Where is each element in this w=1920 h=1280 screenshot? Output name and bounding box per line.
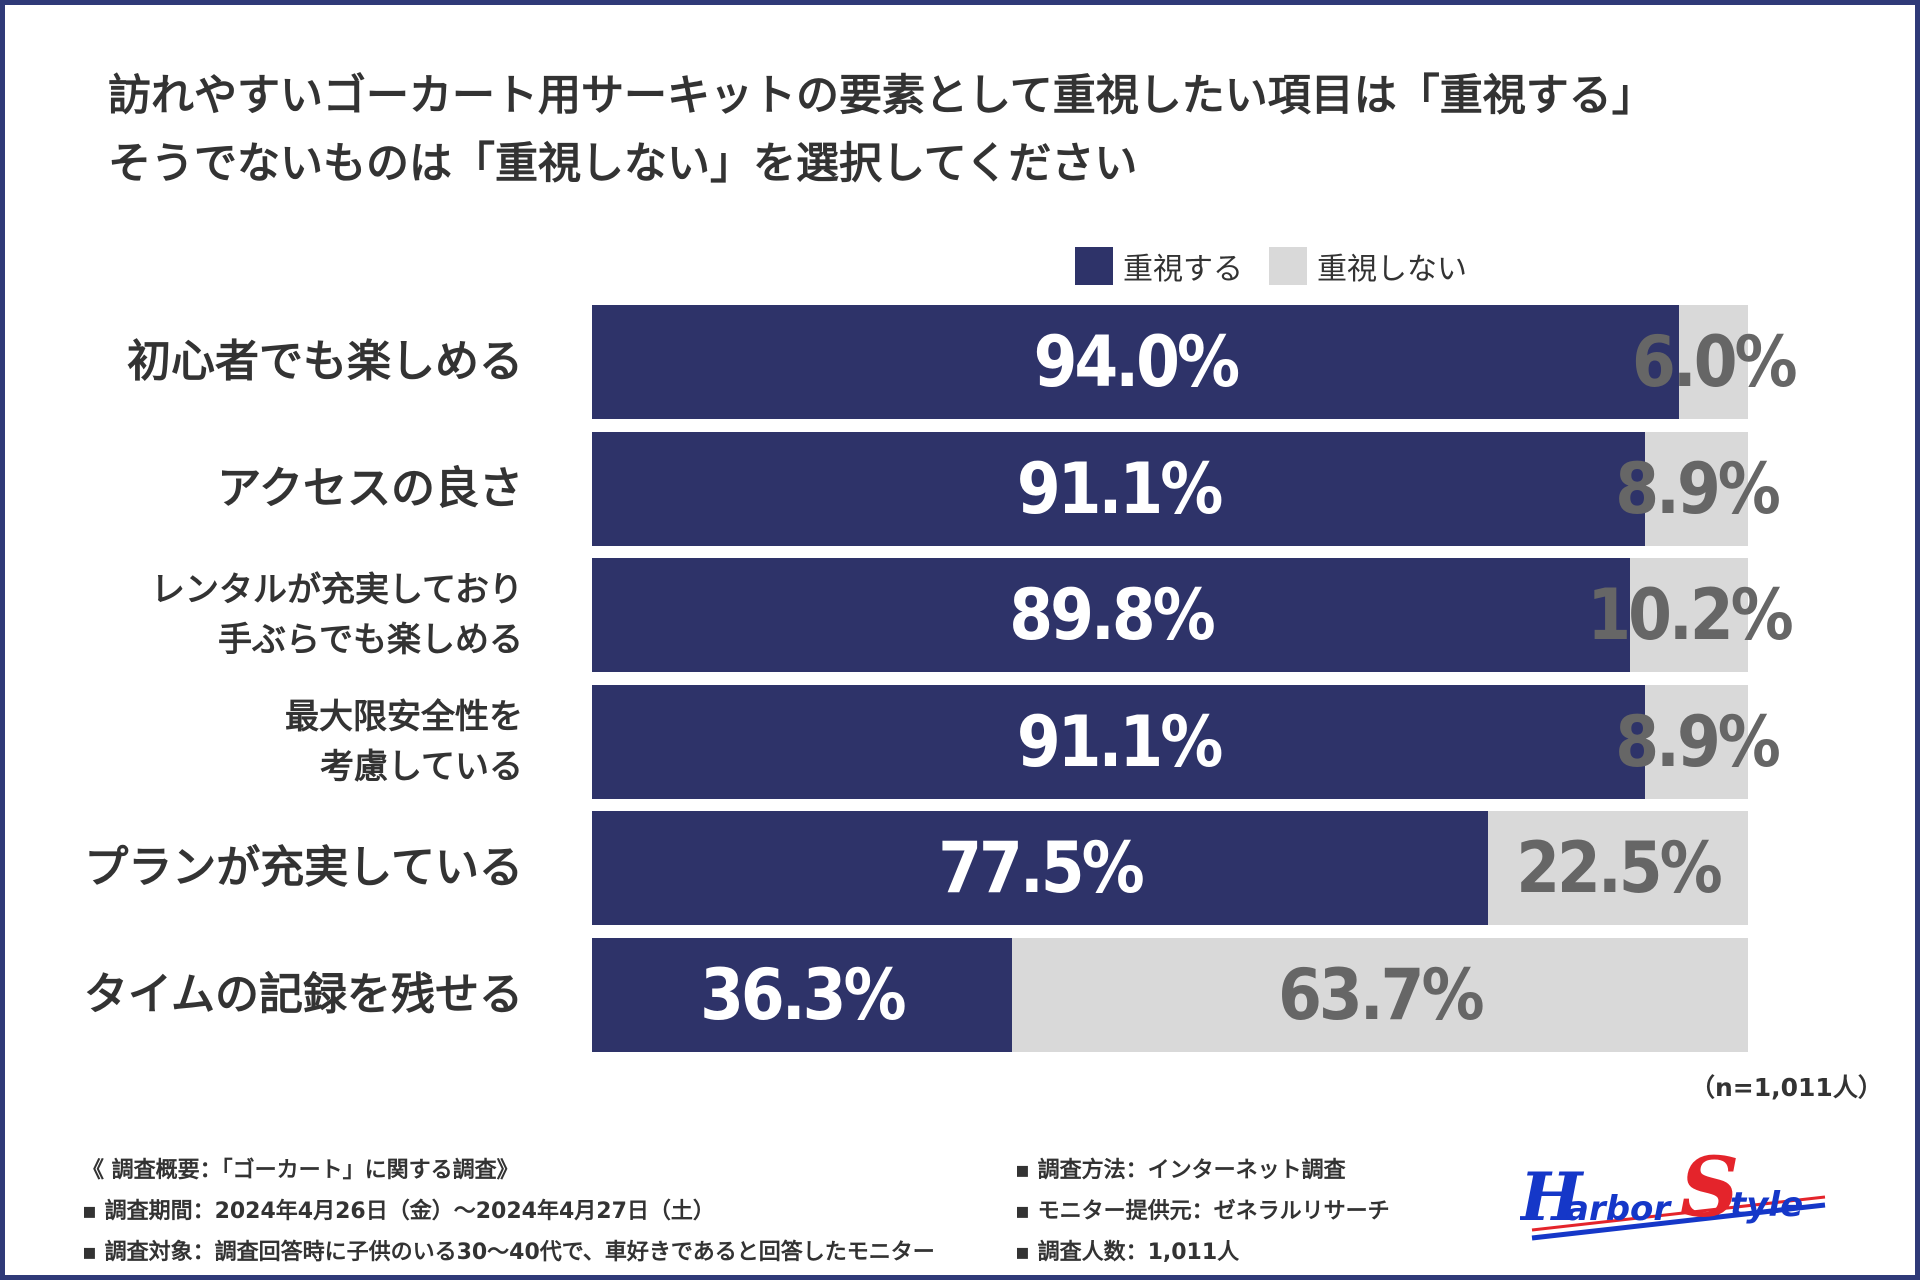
legend-swatch-no [1269, 247, 1307, 285]
bar-no [1678, 305, 1748, 419]
value-label-no: 10.2% [1587, 574, 1793, 656]
value-label-yes: 77.5% [938, 827, 1144, 909]
logo-wordmark: H arbor S tyle [1520, 1150, 1826, 1241]
value-label-no: 8.9% [1615, 447, 1781, 530]
sample-size-note: （n=1,011人） [1690, 1073, 1883, 1102]
bar-yes [592, 937, 1012, 1052]
category-label-line: アクセスの良さ [217, 462, 523, 514]
value-label-yes: 91.1% [1016, 447, 1223, 530]
survey-summary-line: ▪ 調査対象：調査回答時に子供のいる30〜40代で、車好きであると回答したモニタ… [82, 1240, 935, 1265]
bar-yes [592, 305, 1679, 419]
harbor-style-logo: H arbor S tyle [1520, 1150, 1826, 1241]
category-label: アクセスの良さ [217, 463, 523, 515]
category-label: タイムの記録を残せる [84, 969, 523, 1021]
category-label: レンタルが充実しており手ぶらでも楽しめる [151, 565, 523, 665]
category-label-line: プランが充実している [84, 842, 523, 893]
value-label-yes: 89.8% [1009, 574, 1215, 656]
chart-title-line-1: 訪れやすいゴーカート用サーキットの要素として重視したい項目は「重視する」 [108, 71, 1655, 121]
legend-item-yes: 重視する [1075, 244, 1243, 288]
bar-yes [592, 811, 1488, 925]
survey-summary-line: ▪ モニター提供元：ゼネラルリサーチ [1015, 1199, 1390, 1224]
category-label-line: タイムの記録を残せる [83, 968, 523, 1020]
category-label-line: 初心者でも楽しめる [127, 336, 523, 387]
survey-summary-line: ▪ 調査期間：2024年4月26日（金）〜2024年4月27日（土） [82, 1199, 715, 1224]
survey-summary-left: 《 調査概要：「ゴーカート」に関する調査》 ▪ 調査期間：2024年4月26日（金… [82, 1150, 935, 1273]
bar-yes [592, 684, 1646, 799]
bar-no [1645, 684, 1748, 799]
value-label-yes: 94.0% [1033, 321, 1240, 403]
category-label: 初心者でも楽しめる [127, 336, 523, 388]
value-label-no: 22.5% [1516, 827, 1722, 909]
value-label-yes: 36.3% [700, 953, 906, 1036]
survey-summary-right: ▪ 調査方法：インターネット調査 ▪ モニター提供元：ゼネラルリサーチ ▪ 調査人数… [1015, 1150, 1390, 1273]
value-label-no: 6.0% [1631, 321, 1798, 403]
value-label-yes: 91.1% [1016, 700, 1223, 783]
category-label-line: 考慮している [320, 746, 523, 787]
chart-title: 訪れやすいゴーカート用サーキットの要素として重視したい項目は「重視する」 そうで… [108, 62, 1848, 198]
legend: 重視する 重視しない [1075, 244, 1493, 288]
legend-label-no: 重視しない [1317, 252, 1467, 287]
svg-text:arbor: arbor [1566, 1189, 1672, 1229]
bar-no [1487, 811, 1748, 925]
survey-summary-line: ▪ 調査方法：インターネット調査 [1015, 1158, 1346, 1183]
legend-label-yes: 重視する [1123, 252, 1243, 287]
category-label-line: レンタルが充実しており [151, 570, 523, 610]
svg-text:H: H [1520, 1158, 1585, 1236]
bar-yes [592, 558, 1631, 672]
bar-no [1645, 431, 1748, 546]
category-label-line: 最大限安全性を [285, 696, 523, 737]
value-label-no: 63.7% [1278, 953, 1484, 1036]
bar-yes [592, 431, 1646, 546]
svg-text:tyle: tyle [1730, 1185, 1803, 1225]
legend-item-no: 重視しない [1269, 244, 1467, 288]
bar-no [1630, 558, 1748, 672]
category-label: プランが充実している [84, 842, 523, 894]
legend-swatch-yes [1075, 247, 1113, 285]
chart-title-line-2: そうでないものは「重視しない」を選択してください [108, 139, 1138, 189]
category-label: 最大限安全性を考慮している [285, 692, 523, 792]
bar-no [1011, 937, 1748, 1052]
svg-text:S: S [1680, 1150, 1739, 1236]
survey-summary-line: ▪ 調査人数：1,011人 [1015, 1240, 1240, 1265]
category-label-line: 手ぶらでも楽しめる [218, 620, 523, 660]
value-label-no: 8.9% [1615, 700, 1781, 783]
survey-summary-line: 《 調査概要：「ゴーカート」に関する調査》 [82, 1158, 519, 1183]
